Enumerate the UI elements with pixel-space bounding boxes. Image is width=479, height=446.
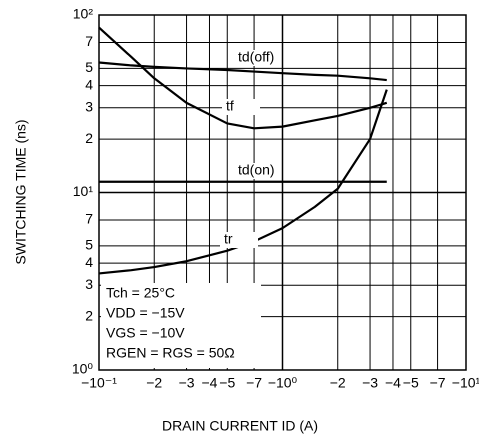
x-tick-label: −3	[179, 375, 195, 391]
series-line	[98, 26, 388, 130]
x-tick-label: −7	[430, 375, 446, 391]
y-tick-label: 10⁰	[72, 361, 94, 377]
condition: VGS = −10V	[106, 325, 185, 341]
x-tick-label: −3	[362, 375, 378, 391]
label-bg	[222, 99, 260, 115]
x-axis-label: DRAIN CURRENT ID (A)	[162, 418, 318, 434]
x-tick-label: −4	[385, 375, 401, 391]
condition: VDD = −15V	[106, 305, 185, 321]
x-tick-label: −10¹	[452, 375, 479, 391]
y-tick-label: 3	[85, 99, 93, 115]
y-tick-label: 10¹	[73, 183, 94, 199]
x-tick-label: −5	[219, 375, 235, 391]
x-tick-label: −4	[201, 375, 217, 391]
label-bg	[220, 232, 258, 248]
series-label: td(on)	[238, 162, 275, 178]
label-bg	[234, 50, 272, 66]
x-tick-label: −2	[146, 375, 162, 391]
label-bg	[234, 163, 272, 179]
x-tick-label: −5	[403, 375, 419, 391]
y-tick-label: 5	[85, 59, 93, 75]
x-tick-label: −10⁻¹	[81, 375, 117, 391]
series-label: tf	[226, 98, 234, 114]
y-tick-label: 3	[85, 276, 93, 292]
series-label: tr	[224, 231, 233, 247]
conditions-box	[101, 283, 261, 368]
y-tick-label: 7	[85, 211, 93, 227]
condition: RGEN = RGS = 50Ω	[106, 345, 235, 361]
x-tick-label: −7	[246, 375, 262, 391]
x-tick-label: −10⁰	[268, 375, 298, 391]
y-tick-label: 4	[85, 76, 93, 92]
series-label: td(off)	[238, 49, 274, 65]
y-tick-label: 2	[85, 307, 93, 323]
y-tick-label: 4	[85, 254, 93, 270]
x-tick-label: −2	[330, 375, 346, 391]
series-line	[98, 61, 387, 82]
y-tick-label: 7	[85, 33, 93, 49]
y-tick-label: 5	[85, 237, 93, 253]
y-axis-label: SWITCHING TIME (ns)	[13, 119, 29, 264]
y-tick-label: 2	[85, 130, 93, 146]
y-tick-label: 10²	[73, 6, 94, 22]
condition: Tch = 25°C	[106, 285, 175, 301]
